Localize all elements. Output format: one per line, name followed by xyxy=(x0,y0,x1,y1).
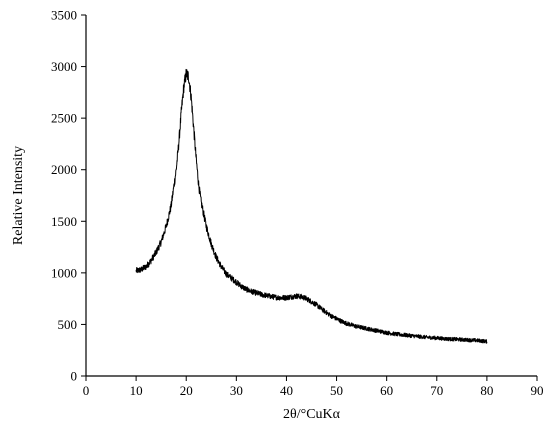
y-tick-label: 2500 xyxy=(51,111,77,126)
y-tick-label: 2000 xyxy=(51,162,77,177)
x-tick-label: 40 xyxy=(280,383,293,398)
y-tick-label: 1500 xyxy=(51,214,77,229)
axes xyxy=(85,15,537,377)
series-line xyxy=(135,68,488,344)
plot-area xyxy=(135,68,488,344)
x-tick-label: 50 xyxy=(330,383,343,398)
x-tick-label: 70 xyxy=(430,383,443,398)
x-ticks: 0 10 20 30 40 50 60 70 80 90 xyxy=(83,376,544,398)
x-tick-label: 80 xyxy=(480,383,493,398)
y-tick-label: 3500 xyxy=(51,8,77,23)
y-tick-label: 0 xyxy=(71,369,78,384)
y-tick-label: 1000 xyxy=(51,265,77,280)
x-tick-label: 20 xyxy=(180,383,193,398)
x-tick-label: 10 xyxy=(130,383,143,398)
y-ticks: 0 500 1000 1500 2000 2500 3000 3500 xyxy=(51,8,86,384)
x-tick-label: 60 xyxy=(380,383,393,398)
x-tick-label: 90 xyxy=(531,383,544,398)
x-axis-label: 2θ/°CuKα xyxy=(283,407,341,422)
y-axis-label: Relative Intensity xyxy=(11,146,26,245)
x-tick-label: 0 xyxy=(83,383,90,398)
x-tick-label: 30 xyxy=(230,383,243,398)
y-tick-label: 500 xyxy=(58,317,78,332)
y-tick-label: 3000 xyxy=(51,59,77,74)
